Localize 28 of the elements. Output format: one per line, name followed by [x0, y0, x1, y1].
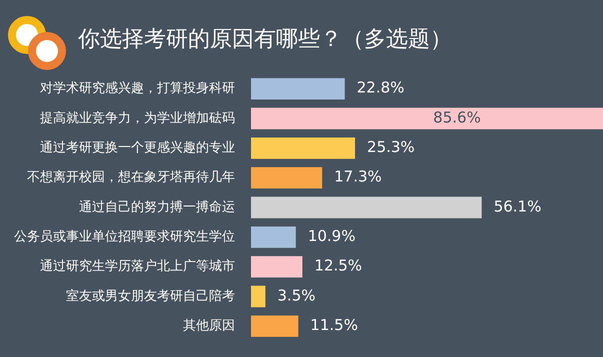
y-tick-label: 公务员或事业单位招聘要求研究生学位: [14, 230, 235, 245]
data-label: 11.5%: [310, 316, 358, 334]
data-label: 17.3%: [334, 168, 382, 186]
y-tick-label: 通过考研更换一个更感兴趣的专业: [40, 140, 235, 156]
bar: [251, 226, 296, 248]
data-label: 10.9%: [308, 227, 356, 246]
bar: [251, 78, 345, 100]
y-tick-label: 通过研究生学历落户北上广等城市: [40, 259, 235, 274]
data-label: 25.3%: [367, 138, 415, 156]
bar: [251, 196, 482, 218]
y-tick-label: 通过自己的努力搏一搏命运: [79, 200, 235, 215]
y-tick-label: 其他原因: [183, 318, 235, 334]
chart-title: 你选择考研的原因有哪些？（多选题）: [78, 26, 452, 54]
data-label: 3.5%: [277, 286, 316, 304]
bar: [251, 256, 302, 278]
bar: [251, 315, 298, 337]
data-label: 12.5%: [314, 256, 362, 275]
bar: [251, 137, 356, 159]
data-label: 56.1%: [494, 197, 542, 216]
y-tick-label: 提高就业竞争力，为学业增加砝码: [40, 110, 235, 126]
y-tick-label: 不想离开校园，想在象牙塔再待几年: [27, 169, 235, 186]
bar: [251, 286, 266, 308]
y-tick-label: 室友或男女朋友考研自己陪考: [66, 288, 235, 304]
bar: [251, 167, 322, 189]
y-tick-label: 对学术研究感兴趣，打算投身科研: [40, 81, 235, 96]
data-label: 22.8%: [356, 78, 404, 97]
bar: [251, 108, 603, 130]
data-label: 85.6%: [433, 108, 481, 126]
